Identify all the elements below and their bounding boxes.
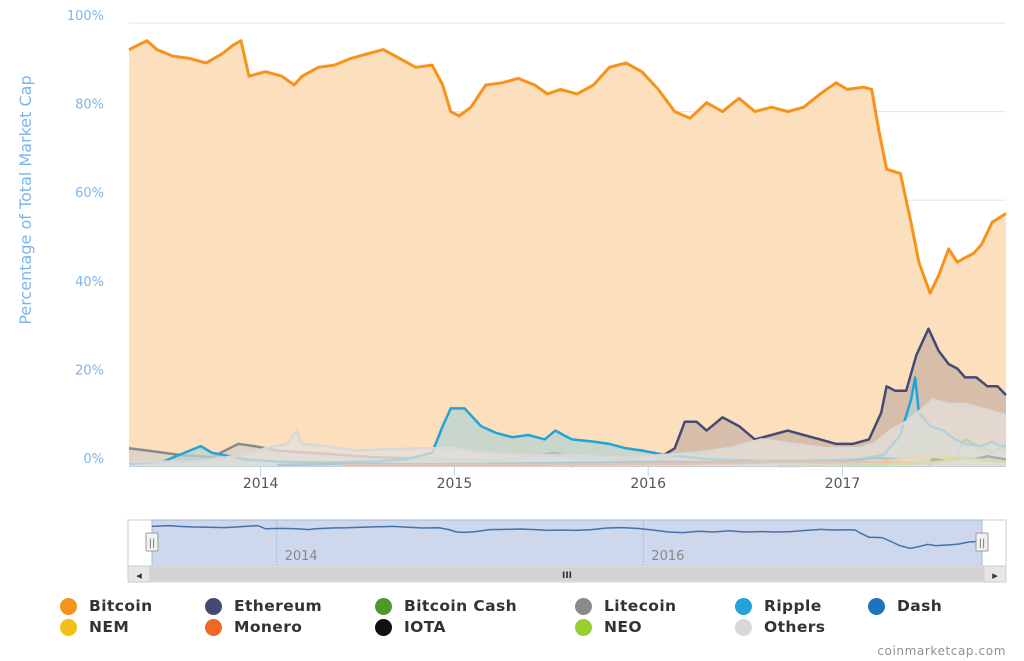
handle-grip: || [149, 538, 156, 549]
legend-marker-icon [575, 597, 592, 615]
legend-label: NEM [89, 618, 130, 636]
axes: 0% 20% 40% 60% 80% 100% 2014 2015 2016 2017 [67, 9, 1006, 492]
legend-marker-icon [735, 618, 752, 636]
arrow-left-icon: ◂ [136, 569, 142, 582]
y-tick-label: 40% [75, 275, 104, 290]
legend-label: Dash [897, 597, 943, 615]
series-line [129, 398, 1007, 463]
y-tick-label: 80% [75, 98, 104, 113]
series-line [570, 327, 1007, 468]
scrollbar-thumb[interactable] [150, 567, 984, 581]
legend-marker-icon [868, 597, 885, 615]
series-bitcoin[interactable] [128, 39, 1007, 466]
legend-marker-icon [60, 618, 77, 636]
credit-link[interactable]: coinmarketcap.com [877, 644, 1006, 658]
legend-item-ripple[interactable]: Ripple [735, 597, 822, 615]
x-tick-label: 2014 [243, 476, 279, 492]
handle-box [975, 532, 989, 552]
legend-item-litecoin[interactable]: Litecoin [575, 597, 677, 615]
legend-item-bitcoin[interactable]: Bitcoin [60, 597, 153, 615]
y-axis-title: Percentage of Total Market Cap [16, 75, 35, 324]
handle-grip: || [979, 538, 986, 549]
navigator[interactable]: 2014 2016 || || ◂ ▸ III [127, 519, 1007, 583]
series-others[interactable] [129, 398, 1007, 466]
y-tick-label: 100% [67, 9, 104, 24]
legend-label: IOTA [404, 618, 446, 636]
navigator-selected-range[interactable] [151, 519, 983, 567]
legend-label: Ripple [764, 597, 822, 615]
scroll-right-button[interactable] [983, 565, 1007, 583]
legend-item-neo[interactable]: NEO [575, 618, 642, 636]
legend-label: Ethereum [234, 597, 323, 615]
scrollbar-grip: III [562, 571, 572, 581]
legend-item-dash[interactable]: Dash [868, 597, 942, 615]
series-line [128, 39, 1007, 295]
legend-item-nem[interactable]: NEM [60, 618, 129, 636]
legend-marker-icon [735, 597, 752, 615]
legend-marker-icon [60, 597, 77, 615]
legend-label: Bitcoin Cash [404, 597, 518, 615]
chart-svg: 0% 20% 40% 60% 80% 100% 2014 2015 2016 2017 Perce… [16, 9, 1007, 583]
legend-item-iota[interactable]: IOTA [375, 618, 446, 636]
legend-item-ethereum[interactable]: Ethereum [205, 597, 322, 615]
legend-label: Others [764, 618, 826, 636]
navigator-tick-label: 2016 [651, 549, 684, 564]
arrow-right-icon: ▸ [992, 569, 998, 582]
legend-marker-icon [575, 618, 592, 636]
legend-marker-icon [205, 597, 222, 615]
y-tick-label: 60% [75, 186, 104, 201]
navigator-handle-right[interactable]: || [975, 532, 989, 552]
legend-label: Bitcoin [89, 597, 153, 615]
x-tick-label: 2017 [825, 476, 861, 492]
legend-item-monero[interactable]: Monero [205, 618, 302, 636]
series-areas [128, 39, 1007, 468]
legend-item-others[interactable]: Others [735, 618, 825, 636]
legend-label: Litecoin [604, 597, 677, 615]
navigator-scrollbar[interactable]: ◂ ▸ III [127, 565, 1007, 583]
scroll-left-button[interactable] [127, 565, 151, 583]
y-tick-label: 20% [75, 363, 104, 378]
x-tick-label: 2015 [437, 476, 473, 492]
navigator-series-line [151, 524, 983, 550]
legend-item-bitcoin-cash[interactable]: Bitcoin Cash [375, 597, 517, 615]
legend-marker-icon [205, 618, 222, 636]
legend-marker-icon [375, 597, 392, 615]
series-area [129, 40, 1006, 466]
y-tick-label: 0% [83, 452, 104, 467]
navigator-handle-left[interactable]: || [145, 532, 159, 552]
legend-label: Monero [234, 618, 303, 636]
x-tick-label: 2016 [630, 476, 666, 492]
handle-box [145, 532, 159, 552]
navigator-tick-label: 2014 [285, 549, 318, 564]
legend-label: NEO [604, 618, 642, 636]
legend-marker-icon [375, 618, 392, 636]
